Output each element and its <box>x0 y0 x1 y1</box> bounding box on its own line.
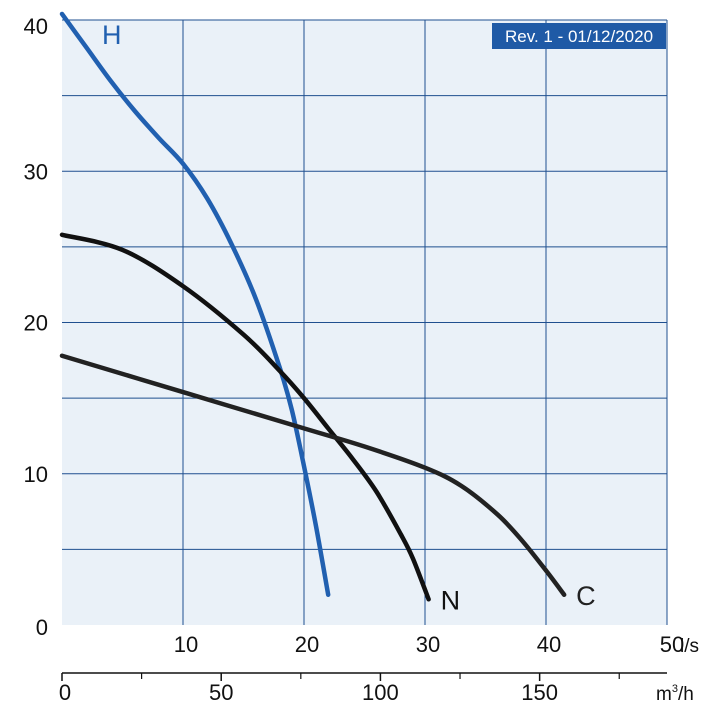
curve-N <box>59 232 431 602</box>
secondary-x-axis: 0 50 100 150 <box>59 672 667 705</box>
grid-lines <box>62 19 668 625</box>
curve-label-C: C <box>576 581 596 611</box>
svg-text:Rev. 1 - 01/12/2020: Rev. 1 - 01/12/2020 <box>505 27 653 46</box>
x-tick-label: 30 <box>416 632 440 657</box>
curve-H <box>59 11 331 597</box>
curve-label-H: H <box>102 20 122 50</box>
x2-tick-label: 0 <box>59 680 71 705</box>
x-axis-ticks: 10 20 30 40 50 <box>174 632 684 657</box>
y-tick-label: 10 <box>24 462 48 487</box>
y-tick-label: 20 <box>24 311 48 336</box>
x-axis-unit-ls: l/s <box>680 636 699 657</box>
curve-label-N: N <box>441 585 461 615</box>
x-tick-label: 10 <box>174 632 198 657</box>
y-tick-label: 30 <box>24 159 48 184</box>
curve-C <box>59 353 567 597</box>
x-tick-label: 40 <box>537 632 561 657</box>
performance-curves <box>59 11 567 602</box>
x-tick-label: 20 <box>295 632 319 657</box>
revision-badge: Rev. 1 - 01/12/2020 <box>492 23 666 49</box>
x2-tick-label: 50 <box>209 680 233 705</box>
y-tick-label: 0 <box>36 615 48 640</box>
curve-labels: H N C <box>102 20 596 615</box>
x2-tick-label: 100 <box>362 680 399 705</box>
x-tick-label: 50 <box>660 632 684 657</box>
y-tick-label: 40 <box>24 14 48 39</box>
y-axis-ticks: 0 10 20 30 40 <box>24 14 48 640</box>
x2-tick-label: 150 <box>521 680 558 705</box>
x2-axis-unit: m3/h <box>656 683 694 705</box>
